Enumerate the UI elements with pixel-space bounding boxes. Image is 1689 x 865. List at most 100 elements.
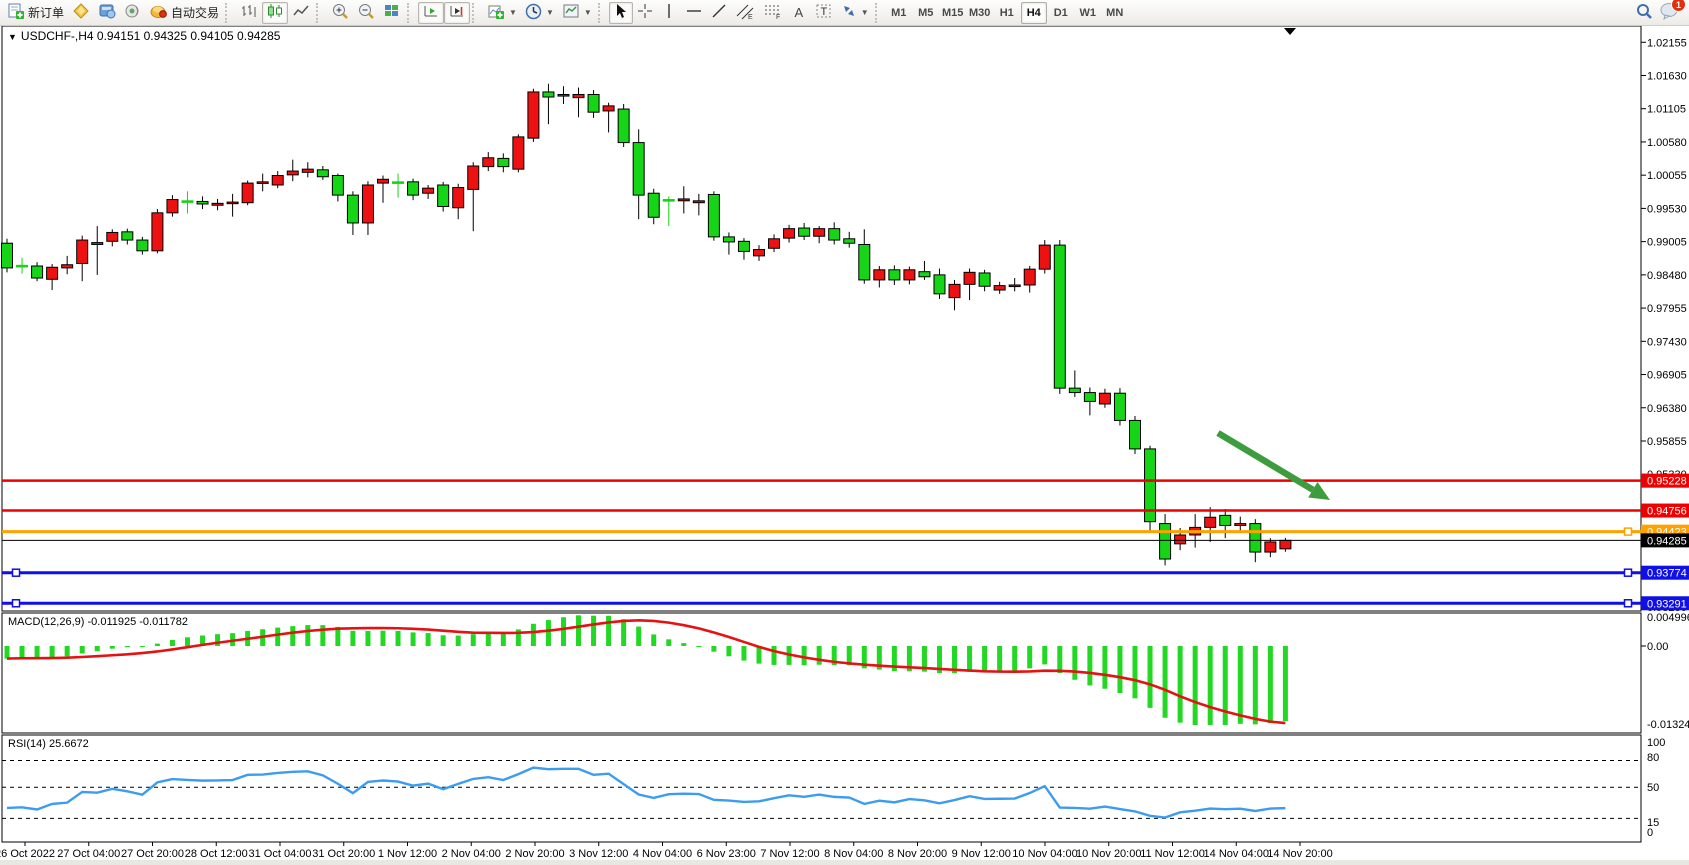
trend-arrow-shaft[interactable] <box>1216 430 1315 493</box>
chart-shift-button[interactable] <box>444 1 471 24</box>
candle-body <box>617 108 630 144</box>
line-chart-mode-button[interactable] <box>288 2 314 24</box>
candle-body <box>497 157 510 168</box>
tile-windows-button[interactable] <box>379 2 405 24</box>
line-handle[interactable] <box>1623 527 1633 536</box>
timeframe-d1-button[interactable]: D1 <box>1053 6 1068 19</box>
candle-body <box>888 269 901 281</box>
timeframe-m15-button[interactable]: M15 <box>942 6 964 19</box>
candle-body <box>737 240 750 252</box>
macd-histogram-bar <box>64 646 70 657</box>
rsi-line <box>6 766 1286 819</box>
macd-histogram-bar <box>1147 646 1153 708</box>
macd-histogram-bar <box>756 646 762 664</box>
trendline-tool-button[interactable] <box>707 2 731 24</box>
candle-body <box>1279 539 1292 550</box>
timeframe-mn-button[interactable]: MN <box>1106 6 1124 19</box>
macd-histogram-bar <box>139 646 145 647</box>
auto-scroll-icon <box>422 3 440 22</box>
profiles-button[interactable] <box>68 2 94 24</box>
chart-shift-marker[interactable] <box>1284 28 1296 35</box>
candle-body <box>61 264 74 269</box>
channel-tool-button[interactable]: E <box>731 2 759 24</box>
toolbar-separator <box>472 2 481 23</box>
line-handle[interactable] <box>1623 599 1633 608</box>
trendline-icon <box>711 3 727 22</box>
candle-body <box>783 228 796 239</box>
candle-body <box>76 239 89 264</box>
new-order-button[interactable]: 新订单 <box>4 2 68 24</box>
zoom-in-button[interactable] <box>327 2 353 24</box>
line-handle[interactable] <box>1623 568 1633 577</box>
candle-body <box>16 264 29 268</box>
sound-button[interactable] <box>120 2 146 24</box>
indicators-button[interactable]: ▼ <box>483 2 521 24</box>
timeframe-h4-button[interactable]: H4 <box>1020 1 1047 24</box>
price-axis-label: 1.01630 <box>1647 70 1687 82</box>
macd-histogram-bar <box>1072 646 1078 680</box>
candle-body <box>1249 523 1262 553</box>
timeframe-m5-button[interactable]: M5 <box>918 6 934 19</box>
macd-histogram-bar <box>982 646 988 672</box>
price-line-label: 0.93774 <box>1647 568 1687 580</box>
bar-chart-mode-button[interactable] <box>236 2 262 24</box>
price-axis-label: 0.95855 <box>1647 436 1687 448</box>
candle-body <box>933 274 946 295</box>
line-handle[interactable] <box>11 599 21 608</box>
timeframe-w1-button[interactable]: W1 <box>1079 6 1096 19</box>
macd-histogram-bar <box>771 646 777 665</box>
vertical-line-tool-button[interactable] <box>657 2 681 24</box>
line-handle[interactable] <box>11 568 21 577</box>
text-label-tool-button[interactable]: T <box>811 2 837 24</box>
rsi-panel[interactable] <box>1 734 1642 843</box>
macd-histogram-bar <box>380 630 386 646</box>
candle-body <box>211 202 224 206</box>
candle-body <box>677 198 690 202</box>
periods-button[interactable]: ▼ <box>521 2 558 24</box>
crosshair-tool-button[interactable] <box>633 2 657 24</box>
price-line-label: 0.95228 <box>1647 476 1687 488</box>
timeframe-m30-button[interactable]: M30 <box>969 6 991 19</box>
macd-histogram-bar <box>290 626 296 646</box>
candle-body <box>512 136 525 170</box>
macd-histogram-bar <box>1042 646 1048 665</box>
candlestick-mode-button[interactable] <box>262 1 289 24</box>
auto-scroll-button[interactable] <box>418 1 445 24</box>
trend-arrow-head[interactable] <box>1308 482 1330 500</box>
macd-histogram-bar <box>1267 646 1273 724</box>
macd-histogram-bar <box>846 646 852 666</box>
time-axis-label: 8 Nov 04:00 <box>824 848 883 860</box>
search-icon[interactable] <box>1635 2 1653 23</box>
macd-histogram-bar <box>1237 646 1243 724</box>
macd-histogram-bar <box>49 646 55 658</box>
time-axis-label: 11 Nov 12:00 <box>1140 848 1205 860</box>
templates-button[interactable]: ▼ <box>558 2 596 24</box>
candle-body <box>843 238 856 244</box>
fibonacci-tool-button[interactable]: F <box>759 2 787 24</box>
candle-body <box>1023 268 1036 286</box>
macd-panel[interactable] <box>1 612 1642 734</box>
macd-indicator-label: MACD(12,26,9) -0.011925 -0.011782 <box>8 616 188 628</box>
auto-trading-button[interactable]: 自动交易 <box>146 2 223 24</box>
macd-histogram-bar <box>591 615 597 646</box>
timeframe-h1-button[interactable]: H1 <box>999 6 1014 19</box>
price-line-label-box <box>1641 565 1689 580</box>
candle-body <box>1083 392 1096 402</box>
macd-histogram-bar <box>861 646 867 669</box>
timeframe-m1-button[interactable]: M1 <box>891 6 907 19</box>
arrows-tool-button[interactable]: ▼ <box>837 2 873 24</box>
zoom-out-button[interactable] <box>353 2 379 24</box>
candle-body <box>587 93 600 113</box>
cursor-tool-button[interactable] <box>608 1 633 24</box>
horizontal-line-tool-button[interactable] <box>681 2 707 24</box>
notifications-button[interactable]: 1 <box>1659 0 1686 23</box>
macd-histogram-bar <box>876 646 882 670</box>
time-axis-label: 26 Oct 2022 <box>0 848 55 860</box>
main-price-panel[interactable] <box>1 25 1642 612</box>
candle-body <box>271 174 284 186</box>
market-watch-button[interactable] <box>94 2 120 24</box>
macd-histogram-bar <box>19 646 25 658</box>
macd-histogram-bar <box>1177 646 1183 723</box>
text-tool-button[interactable]: A <box>787 2 811 24</box>
